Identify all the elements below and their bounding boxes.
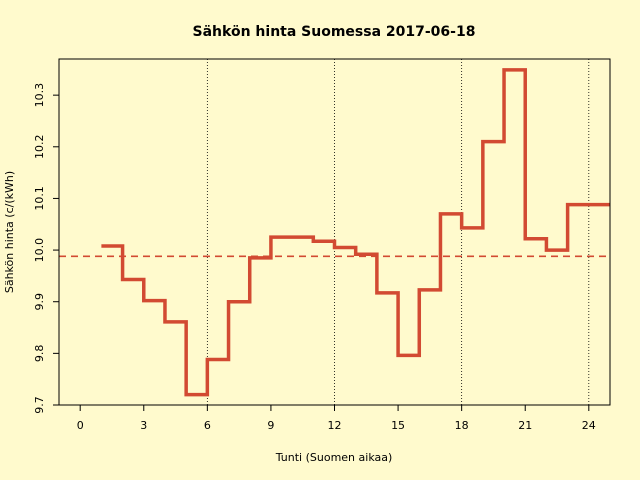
x-tick-label-9: 9 (267, 419, 274, 432)
vertical-reference-lines (206, 59, 590, 405)
y-tick-label-6: 10.3 (33, 83, 46, 108)
x-axis-label: Tunti (Suomen aikaa) (275, 451, 393, 464)
x-tick-label-15: 15 (391, 419, 405, 432)
x-axis: 0 3 6 9 12 15 18 21 24 (77, 405, 596, 432)
x-tick-label-18: 18 (455, 419, 469, 432)
x-tick-label-0: 0 (77, 419, 84, 432)
y-tick-label-5: 10.2 (33, 135, 46, 160)
y-axis: 9.7 9.8 9.9 10.0 10.1 10.2 10.3 (33, 83, 59, 414)
y-tick-label-3: 10.0 (33, 238, 46, 263)
x-tick-label-6: 6 (204, 419, 211, 432)
x-tick-label-12: 12 (328, 419, 342, 432)
x-tick-label-24: 24 (582, 419, 596, 432)
y-tick-label-0: 9.7 (33, 396, 46, 414)
x-tick-label-21: 21 (518, 419, 532, 432)
price-series (101, 68, 610, 397)
price-step-line (101, 68, 610, 397)
chart-title: Sähkön hinta Suomessa 2017-06-18 (193, 24, 476, 40)
y-tick-label-2: 9.9 (33, 293, 46, 311)
y-tick-label-4: 10.1 (33, 186, 46, 211)
y-axis-label: Sähkön hinta (c/(kWh) (3, 171, 16, 293)
y-tick-label-1: 9.8 (33, 345, 46, 363)
x-tick-label-3: 3 (140, 419, 147, 432)
